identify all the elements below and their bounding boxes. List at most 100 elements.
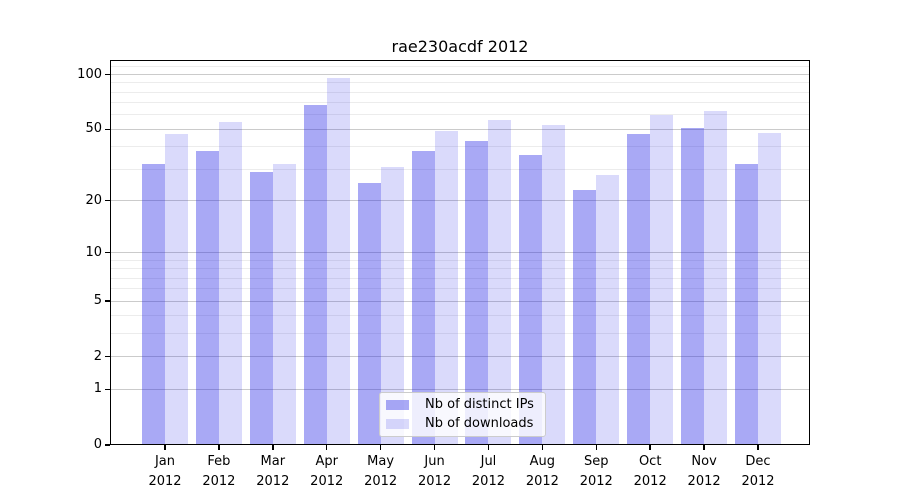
gridline-minor — [110, 168, 810, 170]
x-tick-label-month: Nov — [691, 454, 717, 469]
legend-label-distinct-ips: Nb of distinct IPs — [425, 397, 534, 412]
x-tick-label: Nov 2012 — [672, 452, 736, 491]
gridline-minor — [110, 277, 810, 279]
legend-label-downloads: Nb of downloads — [425, 416, 534, 431]
legend: Nb of distinct IPs Nb of downloads — [379, 392, 546, 437]
x-tick-label-month: Apr — [315, 454, 338, 469]
bar-nb-of-downloads-jan — [165, 134, 188, 445]
x-tick — [541, 445, 544, 450]
x-tick-label-month: Oct — [638, 454, 662, 469]
x-tick-label: Aug 2012 — [510, 452, 574, 491]
x-tick-label-month: Aug — [529, 454, 556, 469]
gridline-minor — [110, 91, 810, 93]
x-tick-label: Jul 2012 — [456, 452, 520, 491]
x-tick-label: Jan 2012 — [133, 452, 197, 491]
gridline-major — [110, 388, 810, 390]
gridline-minor — [110, 82, 810, 84]
y-tick — [105, 444, 110, 446]
bar-nb-of-distinct-ips-feb — [195, 150, 219, 445]
bar-nb-of-downloads-feb — [218, 121, 242, 445]
x-tick-label-year: 2012 — [579, 473, 613, 489]
bar-nb-of-distinct-ips-mar — [249, 171, 273, 445]
y-tick-label: 20 — [85, 192, 102, 208]
x-tick-label-month: Jun — [424, 454, 445, 469]
x-tick — [487, 445, 490, 450]
gridline-minor — [110, 102, 810, 104]
x-tick-label-year: 2012 — [202, 473, 236, 489]
bar-nb-of-distinct-ips-nov — [681, 127, 705, 445]
x-tick — [164, 445, 166, 450]
x-tick-label-month: Feb — [207, 454, 231, 469]
bar-nb-of-downloads-apr — [326, 77, 350, 445]
x-tick-label: Jun 2012 — [403, 452, 467, 491]
x-tick-label-month: May — [367, 454, 395, 469]
bar-nb-of-downloads-mar — [272, 164, 296, 445]
bar-nb-of-distinct-ips-jan — [142, 164, 165, 445]
gridline-major — [110, 128, 810, 130]
x-tick-label: Dec 2012 — [726, 452, 790, 491]
x-tick — [326, 445, 328, 450]
x-tick-label-year: 2012 — [364, 473, 398, 489]
gridline-minor — [110, 146, 810, 148]
y-tick — [105, 251, 110, 254]
y-tick — [105, 300, 110, 302]
bar-nb-of-downloads-jul — [488, 120, 512, 445]
x-tick-label: Mar 2012 — [241, 452, 305, 491]
x-tick — [272, 445, 274, 450]
y-tick-label: 10 — [85, 244, 102, 260]
bar-nb-of-distinct-ips-jul — [465, 141, 489, 445]
x-tick-label: Feb 2012 — [187, 452, 251, 491]
y-tick — [105, 199, 110, 202]
x-tick-label: Oct 2012 — [618, 452, 682, 491]
x-tick-label: May 2012 — [349, 452, 413, 491]
x-tick-label-month: Dec — [745, 454, 771, 469]
x-tick-label: Sep 2012 — [564, 452, 628, 491]
x-tick-label-year: 2012 — [418, 473, 452, 489]
x-tick-label-year: 2012 — [310, 473, 344, 489]
y-tick — [105, 388, 110, 391]
bar-nb-of-distinct-ips-oct — [627, 134, 651, 445]
bar-nb-of-distinct-ips-dec — [735, 164, 758, 445]
x-tick — [379, 445, 382, 450]
x-tick-label-year: 2012 — [525, 473, 559, 489]
legend-swatch-downloads — [386, 419, 409, 429]
gridline-minor — [110, 114, 810, 116]
bar-nb-of-downloads-nov — [704, 111, 728, 445]
y-tick — [105, 128, 110, 131]
y-tick — [105, 73, 110, 76]
x-tick — [218, 445, 220, 450]
y-tick — [105, 356, 110, 358]
bar-nb-of-downloads-may — [380, 166, 404, 445]
legend-swatch-distinct-ips — [386, 400, 409, 410]
gridline-major — [110, 300, 810, 302]
gridline-minor — [110, 259, 810, 261]
legend-item-distinct-ips: Nb of distinct IPs — [386, 398, 539, 412]
gridline-major — [110, 356, 810, 358]
bar-nb-of-distinct-ips-may — [357, 183, 381, 445]
gridline-minor — [110, 288, 810, 290]
y-tick-label: 100 — [77, 66, 102, 82]
bar-nb-of-downloads-dec — [758, 132, 781, 445]
gridline-minor — [110, 268, 810, 270]
x-tick — [703, 445, 705, 450]
gridline-minor — [110, 333, 810, 335]
x-tick — [649, 445, 651, 450]
x-tick — [595, 445, 597, 450]
bar-nb-of-distinct-ips-sep — [573, 189, 597, 445]
gridline-major — [110, 74, 810, 75]
x-tick-label-month: Sep — [584, 454, 609, 469]
x-tick-label-month: Mar — [260, 454, 286, 469]
bar-nb-of-distinct-ips-aug — [519, 155, 543, 445]
y-tick-label: 5 — [93, 293, 102, 309]
y-tick-label: 2 — [93, 348, 102, 364]
bar-nb-of-downloads-oct — [650, 114, 674, 445]
x-tick-label-year: 2012 — [687, 473, 721, 489]
y-tick-label: 0 — [93, 437, 102, 452]
gridline-major — [110, 200, 810, 202]
plot-area — [110, 60, 810, 445]
x-tick — [433, 445, 436, 450]
x-tick-label-year: 2012 — [256, 473, 290, 489]
x-tick-label-year: 2012 — [633, 473, 667, 489]
x-tick-label-year: 2012 — [741, 473, 775, 489]
